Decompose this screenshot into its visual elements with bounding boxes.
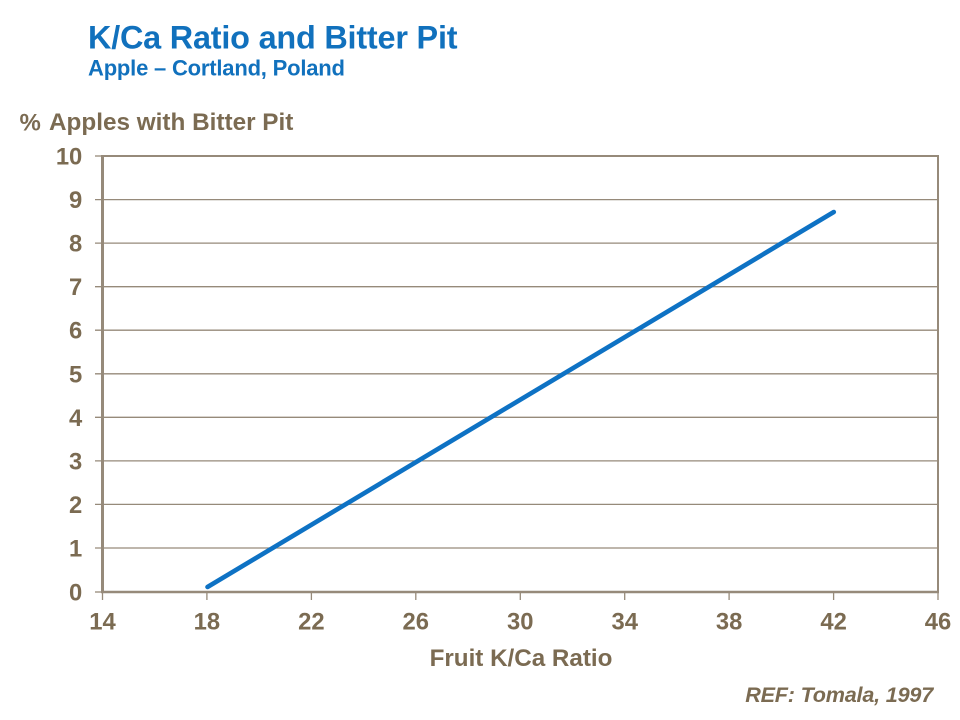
svg-text:5: 5 xyxy=(69,361,82,388)
svg-text:0: 0 xyxy=(69,579,82,606)
svg-text:30: 30 xyxy=(507,609,533,636)
svg-text:22: 22 xyxy=(298,609,324,636)
svg-text:14: 14 xyxy=(89,609,116,636)
svg-text:3: 3 xyxy=(69,449,82,476)
svg-text:7: 7 xyxy=(69,274,82,301)
svg-text:Apple – Cortland, Poland: Apple – Cortland, Poland xyxy=(88,56,345,81)
svg-text:18: 18 xyxy=(194,609,220,636)
svg-text:Fruit K/Ca Ratio: Fruit K/Ca Ratio xyxy=(430,645,613,672)
svg-text:%: % xyxy=(20,110,41,137)
svg-text:9: 9 xyxy=(69,187,82,214)
svg-text:26: 26 xyxy=(403,609,429,636)
svg-text:42: 42 xyxy=(820,609,846,636)
svg-text:34: 34 xyxy=(611,609,638,636)
svg-text:2: 2 xyxy=(69,492,82,519)
svg-text:38: 38 xyxy=(716,609,742,636)
svg-text:Apples with Bitter Pit: Apples with Bitter Pit xyxy=(49,109,293,136)
svg-text:K/Ca Ratio and Bitter Pit: K/Ca Ratio and Bitter Pit xyxy=(88,19,458,55)
svg-text:10: 10 xyxy=(56,143,82,170)
svg-text:1: 1 xyxy=(69,536,82,563)
svg-text:4: 4 xyxy=(69,405,83,432)
svg-text:46: 46 xyxy=(925,609,951,636)
svg-text:6: 6 xyxy=(69,318,82,345)
svg-text:8: 8 xyxy=(69,231,82,258)
svg-text:REF: Tomala, 1997: REF: Tomala, 1997 xyxy=(745,682,934,707)
